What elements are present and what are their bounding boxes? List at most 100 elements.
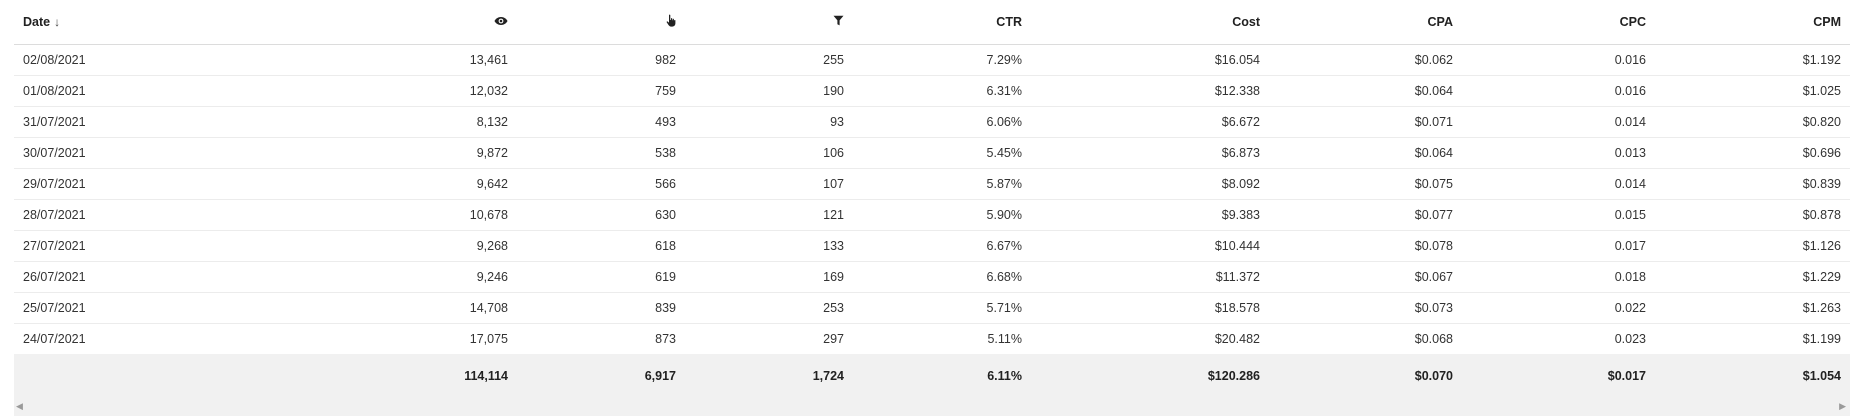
cell-cpm: $1.126 [1655, 230, 1850, 262]
cell-ctr: 6.31% [853, 75, 1031, 107]
funnel-icon [833, 15, 844, 29]
cell-cpm: $1.263 [1655, 292, 1850, 324]
totals-clicks: 6,917 [517, 354, 685, 398]
cell-cost: $20.482 [1214, 332, 1260, 346]
daily-stats-table: Date ↓ [14, 0, 1850, 398]
cell-cpa: $0.075 [1269, 168, 1462, 200]
scroll-right-arrow[interactable]: ▶ [1839, 401, 1846, 411]
cell-date: 01/08/2021 [14, 75, 204, 107]
sort-descending-icon[interactable]: ↓ [54, 15, 61, 29]
cell-impressions: 14,708 [204, 292, 517, 324]
cell-cpm: $1.192 [1655, 44, 1850, 76]
cell-cpm: $1.199 [1802, 332, 1841, 346]
cell-date: 02/08/2021 [14, 44, 204, 76]
cell-ctr: 6.68% [853, 261, 1031, 293]
cell-cpc: 0.013 [1462, 137, 1655, 169]
cell-impressions: 9,246 [204, 261, 517, 293]
cell-date: 24/07/2021 [23, 332, 86, 346]
cell-cpa: $0.064 [1269, 75, 1462, 107]
cell-cpc: 0.017 [1462, 230, 1655, 262]
table-row[interactable]: 01/08/2021 12,032 759 190 6.31% $12.338 $0.064… [14, 75, 1850, 107]
stats-table-container: Date ↓ [14, 0, 1850, 416]
table-row[interactable]: 24/07/2021 17,075 873 297 5.11% $20.482 $0.068… [14, 324, 1850, 355]
table-row[interactable]: 30/07/2021 9,872 538 106 5.45% $6.873 $0.064 0.… [14, 137, 1850, 169]
cell-conversions: 255 [685, 44, 853, 76]
column-header-conversions[interactable] [685, 0, 853, 45]
cell-ctr: 7.29% [853, 44, 1031, 76]
cell-date: 25/07/2021 [14, 292, 204, 324]
cell-clicks: 982 [517, 44, 685, 76]
cell-ctr: 5.90% [853, 199, 1031, 231]
cell-impressions: 8,132 [204, 106, 517, 138]
totals-row: 114,114 6,917 1,724 6.11% $120.286 $0.07… [14, 354, 1850, 398]
cell-cpa: $0.078 [1269, 230, 1462, 262]
cell-cost: $11.372 [1031, 261, 1269, 293]
column-header-impressions[interactable] [204, 0, 517, 45]
cell-cpc: 0.014 [1462, 168, 1655, 200]
totals-date-cell [14, 354, 204, 398]
cell-impressions: 17,075 [469, 332, 508, 346]
cell-impressions: 13,461 [204, 44, 517, 76]
cell-impressions: 9,642 [204, 168, 517, 200]
cell-cpm: $0.839 [1655, 168, 1850, 200]
cell-conversions: 106 [685, 137, 853, 169]
column-header-date-label: Date [23, 15, 51, 29]
cell-conversions: 169 [685, 261, 853, 293]
cell-clicks: 566 [517, 168, 685, 200]
table-row[interactable]: 28/07/2021 10,678 630 121 5.90% $9.383 $0.077 0… [14, 199, 1850, 231]
cell-clicks: 839 [517, 292, 685, 324]
cell-clicks: 759 [517, 75, 685, 107]
cell-cpa: $0.062 [1269, 44, 1462, 76]
column-header-cpa[interactable]: CPA [1269, 0, 1462, 45]
cell-conversions: 253 [685, 292, 853, 324]
table-row[interactable]: 02/08/2021 13,461 982 255 7.29% $16.054 $0.062… [14, 44, 1850, 76]
cell-date: 26/07/2021 [14, 261, 204, 293]
cell-ctr: 5.11% [987, 332, 1022, 346]
cell-cpc: 0.023 [1614, 332, 1646, 346]
cell-impressions: 9,268 [204, 230, 517, 262]
cell-clicks: 873 [655, 332, 676, 346]
table-row[interactable]: 31/07/2021 8,132 493 93 6.06% $6.672 $0.071 0.0… [14, 106, 1850, 138]
cell-cost: $8.092 [1031, 168, 1269, 200]
cell-impressions: 12,032 [204, 75, 517, 107]
cell-impressions: 9,872 [204, 137, 517, 169]
cell-ctr: 5.87% [853, 168, 1031, 200]
cell-cpa: $0.077 [1269, 199, 1462, 231]
eye-icon [494, 15, 508, 29]
cell-conversions: 133 [685, 230, 853, 262]
table-row[interactable]: 29/07/2021 9,642 566 107 5.87% $8.092 $0.075 0.… [14, 168, 1850, 200]
cell-conversions: 107 [685, 168, 853, 200]
totals-conversions: 1,724 [685, 354, 853, 398]
cell-cpm: $1.229 [1655, 261, 1850, 293]
horizontal-scrollbar[interactable]: ◀ ▶ [14, 398, 1850, 416]
totals-cost: $120.286 [1031, 354, 1269, 398]
cell-clicks: 493 [517, 106, 685, 138]
totals-impressions: 114,114 [204, 354, 517, 398]
cell-cpa: $0.064 [1269, 137, 1462, 169]
column-header-ctr[interactable]: CTR [853, 0, 1031, 45]
cell-cpm: $0.878 [1655, 199, 1850, 231]
cell-conversions: 297 [823, 332, 844, 346]
cell-cpa: $0.071 [1269, 106, 1462, 138]
cell-ctr: 6.06% [853, 106, 1031, 138]
cell-cpc: 0.018 [1462, 261, 1655, 293]
cell-cost: $18.578 [1031, 292, 1269, 324]
pointer-click-icon [666, 14, 676, 30]
table-row[interactable]: 25/07/2021 14,708 839 253 5.71% $18.578 $0.073… [14, 292, 1850, 324]
table-body: 02/08/2021 13,461 982 255 7.29% $16.054 $0.062… [14, 44, 1850, 355]
column-header-cpm[interactable]: CPM [1655, 0, 1850, 45]
column-header-cpc[interactable]: CPC [1462, 0, 1655, 45]
cell-conversions: 190 [685, 75, 853, 107]
cell-cpa: $0.068 [1414, 332, 1453, 346]
cell-cpm: $1.025 [1655, 75, 1850, 107]
scroll-left-arrow[interactable]: ◀ [16, 401, 23, 411]
cell-clicks: 618 [517, 230, 685, 262]
cell-cost: $16.054 [1031, 44, 1269, 76]
totals-ctr: 6.11% [853, 354, 1031, 398]
column-header-clicks[interactable] [517, 0, 685, 45]
cell-cost: $12.338 [1031, 75, 1269, 107]
table-row[interactable]: 26/07/2021 9,246 619 169 6.68% $11.372 $0.067 0… [14, 261, 1850, 293]
table-row[interactable]: 27/07/2021 9,268 618 133 6.67% $10.444 $0.078 0… [14, 230, 1850, 262]
column-header-cost[interactable]: Cost [1031, 0, 1269, 45]
column-header-date[interactable]: Date ↓ [14, 0, 204, 45]
